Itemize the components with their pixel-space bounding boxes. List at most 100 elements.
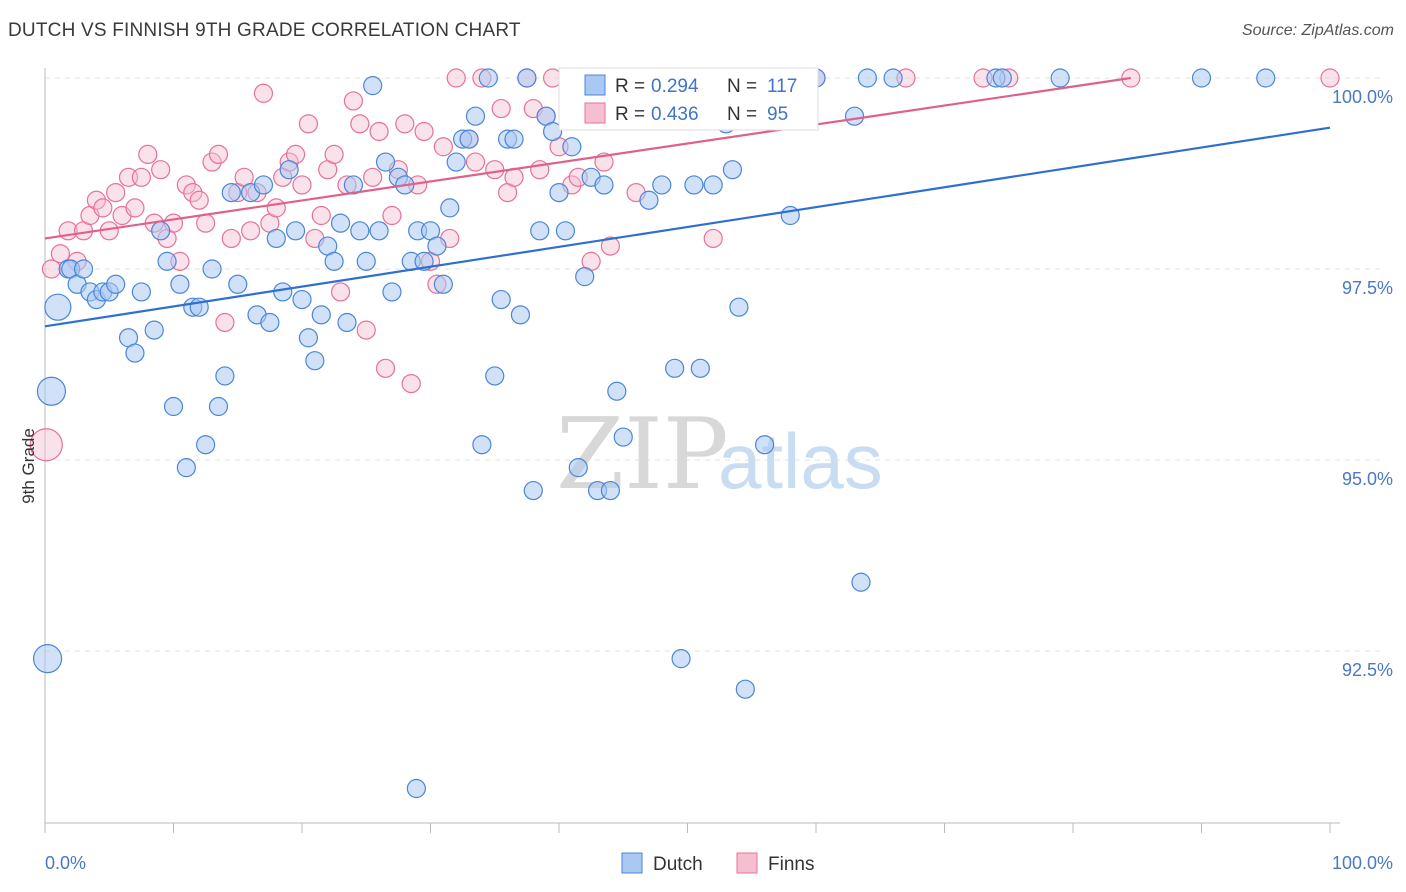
finns-point xyxy=(465,152,486,172)
finns-point xyxy=(131,167,151,187)
stats-dutch-r-label: R = xyxy=(615,76,645,97)
dutch-point xyxy=(665,358,685,378)
finns-point xyxy=(215,312,235,333)
dutch-point xyxy=(517,68,537,88)
dutch-point xyxy=(324,251,344,271)
dutch-point xyxy=(363,76,383,96)
dutch-point xyxy=(613,427,633,447)
finns-point xyxy=(330,282,351,302)
dutch-point xyxy=(208,396,229,417)
dutch-point xyxy=(504,129,524,149)
dutch-point xyxy=(568,458,588,478)
finns-point xyxy=(485,160,505,180)
dutch-point xyxy=(427,236,447,256)
finns-point xyxy=(176,175,196,195)
finns-point xyxy=(183,183,203,203)
legend-label-finns: Finns xyxy=(768,854,814,875)
dutch-point xyxy=(330,213,351,233)
stats-dutch-n-value: 117 xyxy=(767,76,797,97)
dutch-point xyxy=(690,358,710,378)
dutch-trend-line xyxy=(44,126,1331,328)
legend-swatch-finns[interactable] xyxy=(736,852,758,874)
dutch-point xyxy=(1050,68,1070,88)
dutch-point xyxy=(607,381,627,401)
dutch-point xyxy=(433,274,453,294)
dutch-point xyxy=(530,221,550,241)
dutch-point xyxy=(382,282,402,302)
finns-point xyxy=(356,320,376,340)
dutch-point xyxy=(844,106,865,126)
dutch-point xyxy=(703,175,723,195)
tick-labels: 100.0% 97.5% 95.0% 92.5% 0.0% 100.0% xyxy=(45,87,1393,873)
stats-finns-r-value: 0.436 xyxy=(651,104,699,125)
finns-point xyxy=(446,68,466,88)
stats-swatch-dutch xyxy=(584,74,606,96)
finns-point xyxy=(29,428,63,462)
legend-swatch-dutch[interactable] xyxy=(621,852,643,874)
finns-point xyxy=(86,190,107,210)
dutch-point xyxy=(285,221,306,241)
finns-point xyxy=(266,198,286,218)
finns-point xyxy=(196,213,216,233)
dutch-point xyxy=(215,366,235,386)
dutch-point xyxy=(542,121,563,142)
dutch-point xyxy=(1256,68,1276,88)
dutch-point xyxy=(735,679,755,699)
dutch-point xyxy=(106,274,126,294)
dutch-point xyxy=(600,480,621,501)
dutch-point xyxy=(260,312,280,333)
dutch-point xyxy=(406,778,426,799)
finns-trend-line xyxy=(44,76,1131,240)
stats-dutch-n-label: N = xyxy=(727,76,757,97)
finns-point xyxy=(138,144,158,164)
finns-point xyxy=(221,228,241,249)
dutch-point xyxy=(510,305,531,325)
dutch-point xyxy=(144,320,164,340)
dutch-point xyxy=(375,152,396,172)
dutch-point xyxy=(273,282,293,302)
finns-point xyxy=(363,167,383,187)
dutch-point xyxy=(36,376,67,406)
finns-point xyxy=(292,175,312,195)
finns-point xyxy=(253,83,274,103)
dutch-point xyxy=(298,328,319,348)
chart-source: Source: ZipAtlas.com xyxy=(1241,22,1394,39)
dutch-points xyxy=(32,68,1276,799)
dutch-point xyxy=(337,312,357,333)
dutch-point xyxy=(722,160,743,180)
dutch-point xyxy=(279,160,299,180)
dutch-point xyxy=(478,68,498,88)
dutch-point xyxy=(652,175,672,195)
dutch-point xyxy=(44,293,72,321)
finns-point xyxy=(50,244,71,264)
finns-point xyxy=(189,190,209,210)
dutch-point xyxy=(253,175,274,195)
dutch-point xyxy=(594,175,614,195)
stats-finns-n-value: 95 xyxy=(767,104,788,125)
dutch-point xyxy=(555,221,576,241)
dutch-point xyxy=(446,152,466,172)
dutch-point xyxy=(465,106,486,126)
dutch-point xyxy=(523,480,543,501)
finns-point xyxy=(369,121,389,142)
y-tick-label: 100.0% xyxy=(1332,87,1393,107)
dutch-point xyxy=(32,644,63,674)
dutch-point xyxy=(292,289,312,310)
dutch-point xyxy=(491,289,511,310)
finns-point xyxy=(401,374,421,394)
bottom-legend: Dutch Finns xyxy=(621,852,814,875)
finns-point xyxy=(1320,68,1340,88)
finns-point xyxy=(298,114,319,134)
dutch-point xyxy=(639,190,659,210)
gridlines xyxy=(45,77,1385,652)
dutch-point xyxy=(729,297,749,317)
dutch-point xyxy=(754,435,775,455)
dutch-point xyxy=(1191,68,1212,88)
finns-point xyxy=(311,205,331,226)
watermark-zip: ZIP xyxy=(556,398,729,512)
dutch-point xyxy=(414,251,434,271)
x-tick-label: 0.0% xyxy=(45,853,86,873)
dutch-point xyxy=(131,282,151,302)
finns-point xyxy=(343,91,363,111)
